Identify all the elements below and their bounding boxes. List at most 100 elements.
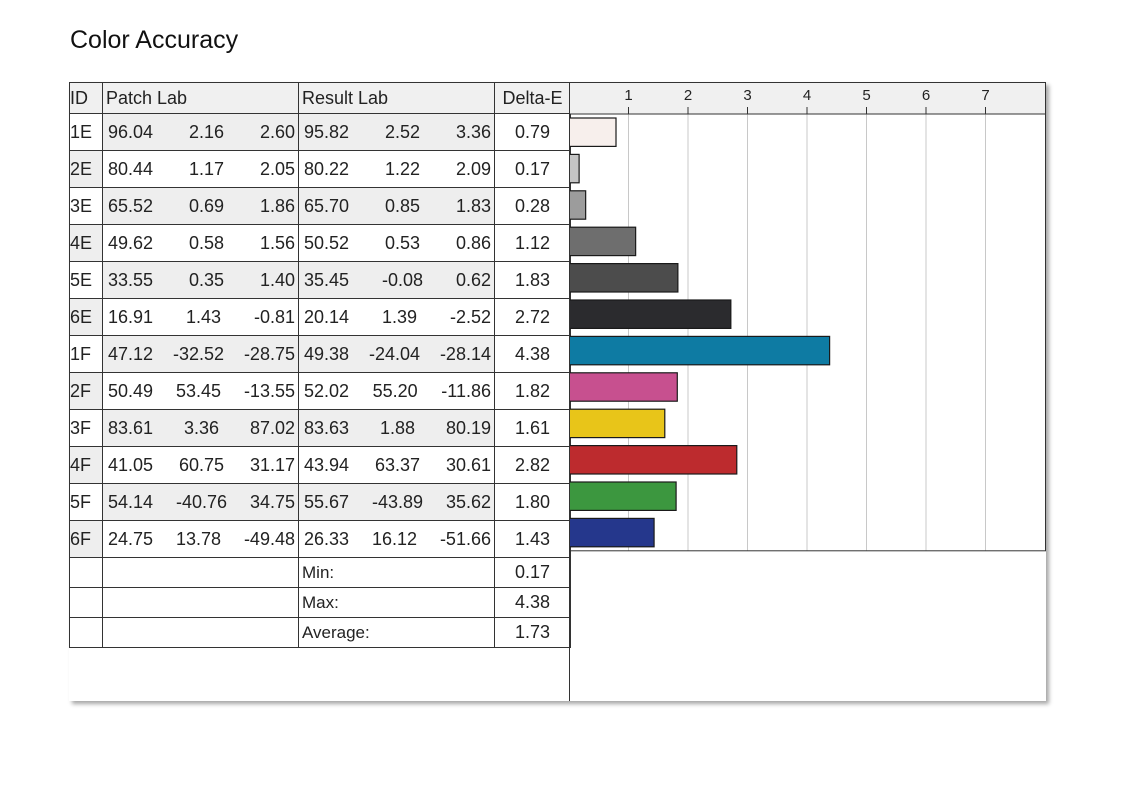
patch-lab-b: -49.48 [243,528,295,549]
result-lab-group: 65.70 0.85 1.83 [300,195,494,217]
stat-label: Min: [298,557,495,588]
result-lab-group: 55.67 -43.89 35.62 [300,491,494,513]
stat-label: Max: [298,587,495,618]
result-lab-values: 95.82 2.52 3.36 [298,113,495,151]
result-lab-L: 43.94 [304,454,350,475]
patch-lab-group: 65.52 0.69 1.86 [104,195,298,217]
patch-lab-b: 1.56 [259,232,295,253]
result-lab-a: 16.12 [371,528,418,549]
table-row: 2E 80.44 1.17 2.05 80.22 1.22 2.09 0.17 [69,150,571,188]
stat-empty-patch [102,557,299,588]
patch-lab-L: 96.04 [108,121,154,142]
stat-row: Max: 4.38 [69,587,571,618]
result-lab-b: 35.62 [445,491,491,512]
stat-value: 4.38 [494,587,571,618]
result-lab-group: 26.33 16.12 -51.66 [300,528,494,550]
result-lab-a: 55.20 [372,380,418,401]
result-lab-values: 49.38 -24.04 -28.14 [298,335,495,373]
result-lab-b: 30.61 [445,454,491,475]
patch-lab-a: 13.78 [175,528,222,549]
delta-e-value: 0.28 [494,187,571,225]
result-lab-a: 0.53 [384,232,421,253]
delta-e-value: 1.80 [494,483,571,521]
result-lab-a: 1.88 [379,417,416,438]
x-tick-label: 7 [981,87,989,104]
stat-empty-id [69,617,103,648]
patch-lab-values: 16.91 1.43 -0.81 [102,298,299,336]
patch-id: 1E [69,113,103,151]
result-lab-a: -0.08 [381,269,424,290]
result-lab-L: 20.14 [304,306,350,327]
x-tick-label: 6 [922,87,930,104]
patch-id: 4F [69,446,103,484]
page-title: Color Accuracy [70,26,239,54]
patch-lab-values: 83.61 3.36 87.02 [102,409,299,447]
table-row: 4E 49.62 0.58 1.56 50.52 0.53 0.86 1.12 [69,224,571,262]
bar-1E [569,117,617,147]
patch-lab-L: 24.75 [108,528,154,549]
patch-id: 1F [69,335,103,373]
patch-lab-a: 1.17 [188,158,225,179]
stat-value: 1.73 [494,617,571,648]
bar-6F [569,517,655,548]
result-lab-b: -28.14 [439,343,491,364]
delta-e-value: 1.43 [494,520,571,558]
patch-lab-group: 80.44 1.17 2.05 [104,158,298,180]
result-lab-b: 1.83 [455,195,491,216]
bar-5F [569,481,677,511]
patch-lab-values: 24.75 13.78 -49.48 [102,520,299,558]
patch-lab-b: 2.60 [259,121,295,142]
delta-e-value: 2.82 [494,446,571,484]
result-lab-values: 20.14 1.39 -2.52 [298,298,495,336]
bar-4E [569,226,637,257]
patch-lab-b: 2.05 [259,158,295,179]
patch-id: 6F [69,520,103,558]
result-lab-group: 50.52 0.53 0.86 [300,232,494,254]
result-lab-L: 50.52 [304,232,350,253]
patch-lab-b: -0.81 [253,306,295,327]
patch-lab-group: 96.04 2.16 2.60 [104,121,298,143]
result-lab-values: 55.67 -43.89 35.62 [298,483,495,521]
header-patch-lab: Patch Lab [102,82,299,114]
result-lab-group: 43.94 63.37 30.61 [300,454,494,476]
patch-id: 2F [69,372,103,410]
bar-1F [569,335,831,366]
table-row: 1F 47.12 -32.52 -28.75 49.38 -24.04 -28.14 4.38 [69,335,571,373]
result-lab-b: -11.86 [441,380,491,401]
patch-lab-L: 16.91 [108,306,154,327]
patch-lab-group: 16.91 1.43 -0.81 [104,306,298,328]
table-header-row: ID Patch Lab Result Lab Delta-E [69,82,571,114]
result-lab-L: 55.67 [304,491,350,512]
result-lab-L: 49.38 [304,343,350,364]
result-lab-a: 2.52 [384,121,421,142]
result-lab-L: 52.02 [304,380,350,401]
table-row: 2F 50.49 53.45 -13.55 52.02 55.20 -11.86 1.82 [69,372,571,410]
patch-lab-b: 34.75 [249,491,295,512]
result-lab-a: 1.22 [384,158,421,179]
patch-lab-a: 2.16 [188,121,225,142]
result-lab-values: 52.02 55.20 -11.86 [298,372,495,410]
bar-5E [569,263,679,293]
patch-lab-L: 65.52 [108,195,154,216]
result-lab-group: 49.38 -24.04 -28.14 [300,343,494,365]
bar-3F [569,408,666,439]
header-delta-e: Delta-E [494,82,571,114]
header-result-lab: Result Lab [298,82,495,114]
result-lab-b: 80.19 [445,417,491,438]
delta-e-value: 2.72 [494,298,571,336]
stat-value: 0.17 [494,557,571,588]
patch-lab-a: -40.76 [175,491,228,512]
patch-id: 6E [69,298,103,336]
patch-lab-a: 0.69 [188,195,225,216]
patch-lab-a: 53.45 [175,380,222,401]
result-lab-L: 80.22 [304,158,350,179]
patch-lab-values: 54.14 -40.76 34.75 [102,483,299,521]
bar-6E [569,299,732,329]
result-lab-group: 83.63 1.88 80.19 [300,417,494,439]
stat-empty-id [69,557,103,588]
result-lab-a: -43.89 [371,491,424,512]
result-lab-L: 35.45 [304,269,350,290]
patch-lab-b: 87.02 [249,417,295,438]
result-lab-a: -24.04 [368,343,421,364]
header-id: ID [69,82,103,114]
